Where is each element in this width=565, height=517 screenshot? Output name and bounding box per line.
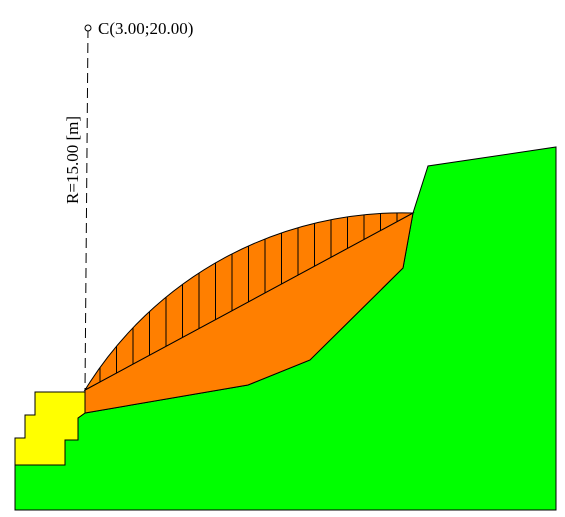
radius-line: [85, 28, 88, 390]
slope-diagram: C(3.00;20.00) R=15.00 [m]: [0, 0, 565, 517]
radius-label: R=15.00 [m]: [63, 116, 82, 204]
center-label: C(3.00;20.00): [98, 19, 193, 38]
center-point: [85, 25, 91, 31]
